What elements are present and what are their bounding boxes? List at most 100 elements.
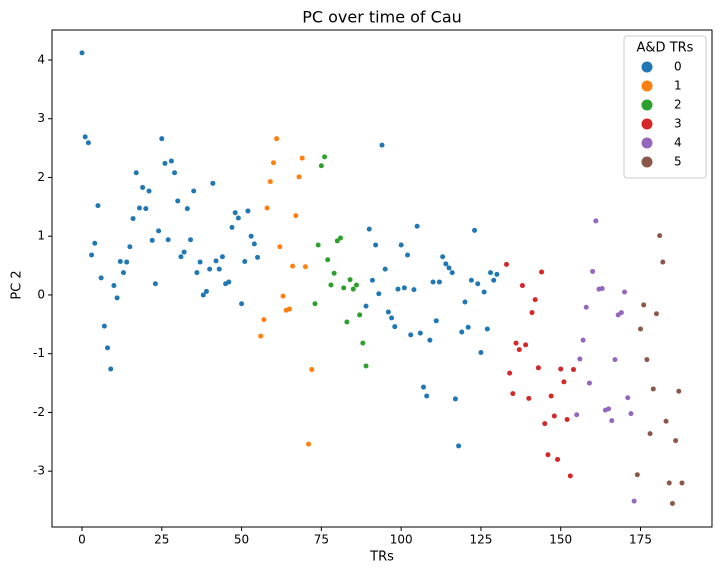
point — [299, 155, 305, 161]
point — [481, 289, 487, 295]
y-tick-label: -2 — [33, 405, 45, 419]
point — [679, 480, 685, 486]
point — [363, 303, 369, 309]
point — [101, 323, 107, 329]
point — [235, 215, 241, 221]
y-tick-label: 3 — [37, 111, 45, 125]
point — [245, 208, 251, 214]
point — [175, 198, 181, 204]
point — [513, 340, 519, 346]
point — [130, 216, 136, 222]
point — [472, 227, 478, 233]
legend-marker — [641, 118, 653, 130]
point — [124, 259, 130, 265]
point — [216, 266, 222, 272]
point — [197, 259, 203, 265]
point — [159, 136, 165, 142]
legend-label: 3 — [674, 117, 682, 131]
point — [350, 286, 356, 292]
point — [379, 142, 385, 148]
point — [417, 330, 423, 336]
legend-marker — [641, 80, 653, 92]
point — [385, 309, 391, 315]
point — [242, 258, 248, 264]
point — [507, 370, 513, 376]
x-tick-label: 100 — [390, 533, 413, 547]
y-tick-label: -3 — [33, 464, 45, 478]
legend-marker — [641, 61, 653, 73]
point — [452, 396, 458, 402]
point — [353, 282, 359, 288]
point — [580, 337, 586, 343]
point — [606, 406, 612, 412]
point — [484, 326, 490, 332]
point — [424, 393, 430, 399]
point — [586, 380, 592, 386]
point — [296, 174, 302, 180]
legend-marker — [641, 156, 653, 168]
point — [85, 140, 91, 146]
point — [162, 160, 168, 166]
point — [561, 379, 567, 385]
legend-box — [623, 35, 707, 179]
point — [261, 317, 267, 323]
point — [673, 438, 679, 444]
point — [420, 384, 426, 390]
point — [609, 418, 615, 424]
point — [328, 282, 334, 288]
x-axis-label: TRs — [369, 550, 394, 565]
y-axis-label: PC 2 — [10, 270, 25, 299]
point — [373, 242, 379, 248]
y-tick-label: 0 — [37, 287, 45, 301]
point — [149, 237, 155, 243]
point — [312, 301, 318, 307]
point — [494, 271, 500, 277]
point — [618, 310, 624, 316]
point — [280, 293, 286, 299]
point — [436, 279, 442, 285]
x-tick-label: 125 — [469, 533, 492, 547]
point — [433, 318, 439, 324]
point — [309, 367, 315, 373]
point — [229, 224, 235, 230]
point — [660, 259, 666, 265]
point — [401, 285, 407, 291]
point — [188, 237, 194, 243]
point — [468, 277, 474, 283]
point — [200, 292, 206, 298]
point — [334, 238, 340, 244]
point — [389, 315, 395, 321]
point — [411, 287, 417, 293]
legend-marker — [641, 99, 653, 111]
point — [443, 261, 449, 267]
point — [140, 184, 146, 190]
point — [478, 350, 484, 356]
point — [82, 134, 88, 140]
point — [143, 206, 149, 212]
point — [302, 264, 308, 270]
point — [529, 310, 535, 316]
point — [567, 473, 573, 479]
point — [232, 210, 238, 216]
point — [491, 277, 497, 283]
point — [622, 289, 628, 295]
point — [634, 472, 640, 478]
point — [210, 180, 216, 186]
point — [117, 258, 123, 264]
point — [650, 386, 656, 392]
point — [120, 270, 126, 276]
point — [408, 332, 414, 338]
point — [488, 270, 494, 276]
point — [647, 431, 653, 437]
point — [92, 240, 98, 246]
point — [638, 326, 644, 332]
point — [405, 252, 411, 258]
point — [146, 188, 152, 194]
point — [532, 297, 538, 303]
point — [657, 233, 663, 239]
point — [105, 345, 111, 351]
legend-label: 4 — [674, 136, 682, 150]
point — [555, 456, 561, 462]
point — [248, 233, 254, 239]
point — [641, 302, 647, 308]
